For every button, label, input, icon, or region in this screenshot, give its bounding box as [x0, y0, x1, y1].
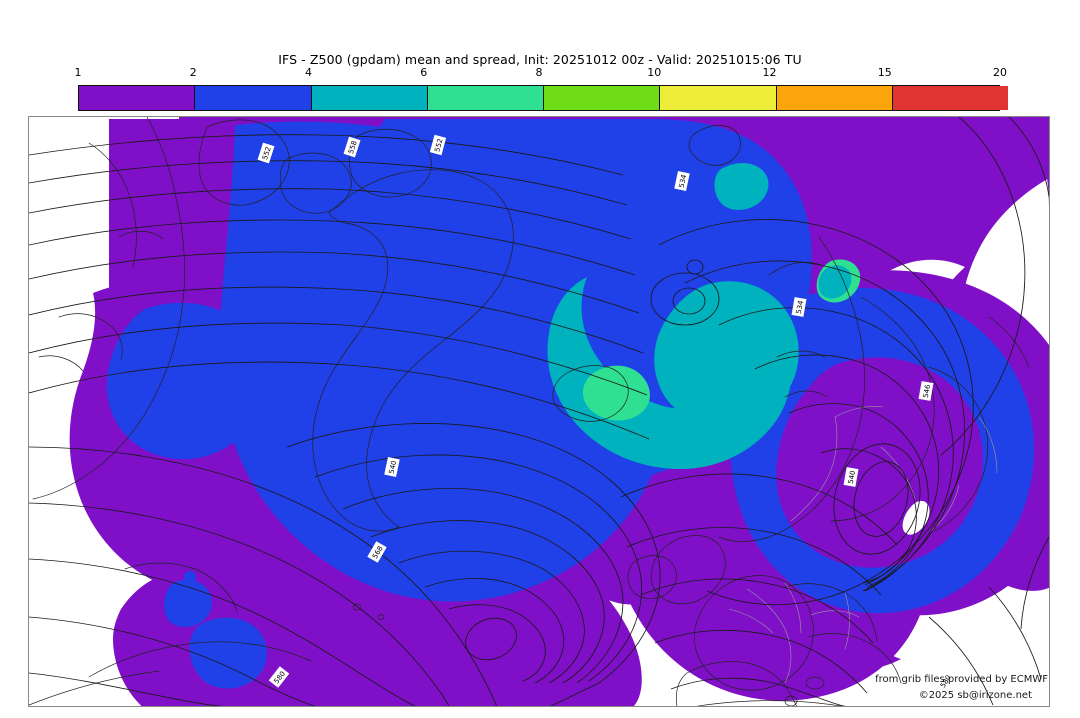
- colorbar-segment-2: [194, 86, 311, 110]
- blue-sw-island-core-2: [189, 617, 267, 689]
- colorbar-segment-7: [775, 86, 892, 110]
- spread-shading-layer: [69, 117, 1049, 706]
- svg-text:540: 540: [847, 470, 857, 485]
- colorbar-segment-4: [426, 86, 543, 110]
- svg-text:552: 552: [261, 146, 273, 161]
- colorbar-segment-3: [310, 86, 427, 110]
- blue-sw-island-core-1: [164, 579, 212, 627]
- colorbar-tick-labels: 1 2 4 6 8 10 12 15 20: [74, 66, 1008, 83]
- page-title: IFS - Z500 (gpdam) mean and spread, Init…: [278, 52, 802, 67]
- blue-blob-small: [486, 579, 504, 595]
- teal-patch-svalbard: [714, 163, 769, 210]
- purple-blob-6: [690, 597, 712, 613]
- attribution-source: from grib files provided by ECMWF: [875, 674, 1048, 685]
- colorbar-segment-8: [891, 86, 1008, 110]
- spread-band-2-4-north: [218, 121, 670, 602]
- colorbar-swatches: [78, 85, 1008, 111]
- teal-spread-head: [654, 281, 799, 428]
- svg-text:534: 534: [795, 299, 805, 314]
- svg-text:558: 558: [347, 140, 359, 155]
- purple-blob-5: [283, 588, 297, 602]
- colorbar-tick-10: 10: [647, 66, 662, 79]
- green-spread-core: [583, 365, 650, 421]
- colorbar-tick-6: 6: [420, 66, 428, 79]
- map-panel[interactable]: 552 558 552 534: [28, 116, 1050, 707]
- colorbar-tick-20: 20: [993, 66, 1007, 79]
- svg-text:552: 552: [433, 138, 444, 153]
- contour-layer: [29, 117, 1049, 706]
- colorbar-segment-5: [543, 86, 660, 110]
- colorbar-tick-8: 8: [535, 66, 543, 79]
- blue-west-atlantic-blob: [106, 302, 267, 460]
- teal-patch-norway-inner: [818, 265, 852, 299]
- colorbar-segment-1: [79, 86, 195, 110]
- svg-text:546: 546: [922, 383, 932, 398]
- colorbar: 1 2 4 6 8 10 12 15 20: [74, 66, 1008, 112]
- blue-sw-island-dot: [184, 571, 196, 583]
- colorbar-tick-15: 15: [877, 66, 892, 79]
- purple-blob-8: [782, 666, 800, 680]
- colorbar-tick-4: 4: [305, 66, 312, 79]
- coastline-layer: [29, 117, 1030, 706]
- svg-text:534: 534: [678, 173, 689, 188]
- colorbar-tick-2: 2: [189, 66, 197, 79]
- white-baltic-eye: [902, 500, 930, 535]
- purple-blob-7: [760, 679, 786, 699]
- purple-east-edge: [1019, 119, 1049, 207]
- attribution-copyright: ©2025 sb@irizone.net: [918, 690, 1032, 701]
- svg-text:540: 540: [388, 460, 399, 475]
- purple-blob-3: [286, 696, 308, 706]
- colorbar-segment-6: [659, 86, 776, 110]
- colorbar-tick-12: 12: [762, 66, 777, 79]
- colorbar-tick-1: 1: [74, 66, 82, 79]
- map-canvas: 552 558 552 534: [29, 117, 1049, 706]
